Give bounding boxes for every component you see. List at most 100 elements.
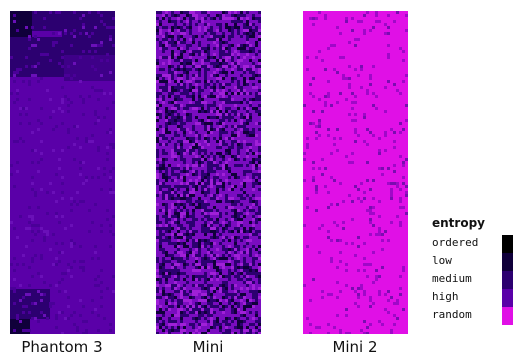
entropy-cell — [390, 182, 393, 185]
entropy-cell — [171, 269, 174, 272]
entropy-cell — [384, 149, 387, 152]
entropy-cell — [177, 326, 180, 329]
entropy-cell — [381, 239, 384, 242]
entropy-cell — [186, 77, 189, 80]
entropy-cell — [255, 86, 258, 89]
entropy-cell — [180, 260, 183, 263]
entropy-cell — [192, 86, 195, 89]
entropy-cell — [159, 191, 162, 194]
entropy-cell — [204, 221, 207, 224]
entropy-cell — [207, 167, 210, 170]
entropy-cell — [393, 164, 396, 167]
entropy-cell — [171, 326, 174, 329]
entropy-cell — [168, 305, 171, 308]
entropy-cell — [243, 230, 246, 233]
entropy-cell — [195, 80, 198, 83]
entropy-cell — [219, 119, 222, 122]
entropy-cell — [198, 176, 201, 179]
entropy-cell — [171, 122, 174, 125]
entropy-cell — [222, 53, 225, 56]
entropy-cell — [61, 332, 64, 334]
entropy-cell — [177, 284, 180, 287]
entropy-cell — [70, 314, 73, 317]
entropy-cell — [210, 242, 213, 245]
entropy-cell — [61, 98, 64, 101]
entropy-cell — [82, 332, 85, 334]
entropy-cell — [159, 68, 162, 71]
entropy-cell — [156, 62, 159, 65]
entropy-cell — [34, 254, 37, 257]
entropy-cell — [369, 77, 372, 80]
entropy-cell — [216, 263, 219, 266]
entropy-cell — [165, 56, 168, 59]
entropy-cell — [228, 188, 231, 191]
entropy-cell — [177, 107, 180, 110]
entropy-cell — [207, 47, 210, 50]
entropy-cell — [405, 194, 408, 197]
entropy-cell — [255, 257, 258, 260]
entropy-cell — [222, 221, 225, 224]
entropy-cell — [25, 305, 28, 308]
entropy-cell — [360, 329, 363, 332]
entropy-cell — [231, 32, 234, 35]
entropy-cell — [243, 14, 246, 17]
entropy-cell — [210, 296, 213, 299]
entropy-cell — [204, 29, 207, 32]
entropy-cell — [189, 182, 192, 185]
entropy-cell — [106, 107, 109, 110]
entropy-cell — [249, 59, 252, 62]
entropy-cell — [252, 233, 255, 236]
entropy-cell — [207, 311, 210, 314]
entropy-cell — [222, 116, 225, 119]
entropy-cell — [186, 92, 189, 95]
entropy-cell — [222, 41, 225, 44]
entropy-cell — [240, 125, 243, 128]
entropy-cell — [198, 314, 201, 317]
entropy-cell — [207, 182, 210, 185]
entropy-cell — [198, 68, 201, 71]
entropy-cell — [357, 197, 360, 200]
entropy-cell — [186, 95, 189, 98]
entropy-cell — [252, 329, 255, 332]
entropy-cell — [378, 230, 381, 233]
entropy-cell — [195, 122, 198, 125]
entropy-cell — [82, 50, 85, 53]
entropy-cell — [243, 245, 246, 248]
entropy-cell — [225, 23, 228, 26]
entropy-cell — [237, 47, 240, 50]
entropy-cell — [396, 182, 399, 185]
entropy-cell — [396, 302, 399, 305]
entropy-cell — [390, 221, 393, 224]
entropy-cell — [237, 176, 240, 179]
entropy-cell — [405, 212, 408, 215]
entropy-cell — [249, 134, 252, 137]
entropy-cell — [249, 101, 252, 104]
entropy-cell — [234, 158, 237, 161]
entropy-cell — [258, 197, 261, 200]
legend-swatch — [502, 235, 513, 253]
entropy-cell — [231, 284, 234, 287]
entropy-cell — [192, 263, 195, 266]
entropy-cell — [396, 317, 399, 320]
entropy-cell — [378, 233, 381, 236]
entropy-cell — [225, 131, 228, 134]
entropy-cell — [192, 38, 195, 41]
entropy-cell — [231, 137, 234, 140]
entropy-cell — [258, 62, 261, 65]
entropy-cell — [315, 131, 318, 134]
entropy-cell — [186, 71, 189, 74]
entropy-cell — [369, 29, 372, 32]
entropy-cell — [234, 128, 237, 131]
entropy-cell — [228, 107, 231, 110]
entropy-cell — [231, 80, 234, 83]
entropy-cell — [318, 125, 321, 128]
entropy-cell — [13, 20, 16, 23]
entropy-cell — [94, 245, 97, 248]
entropy-cell — [231, 77, 234, 80]
entropy-cell — [399, 221, 402, 224]
entropy-cell — [97, 44, 100, 47]
entropy-cell — [237, 86, 240, 89]
entropy-cell — [91, 44, 94, 47]
entropy-cell — [174, 233, 177, 236]
entropy-cell — [88, 11, 91, 14]
